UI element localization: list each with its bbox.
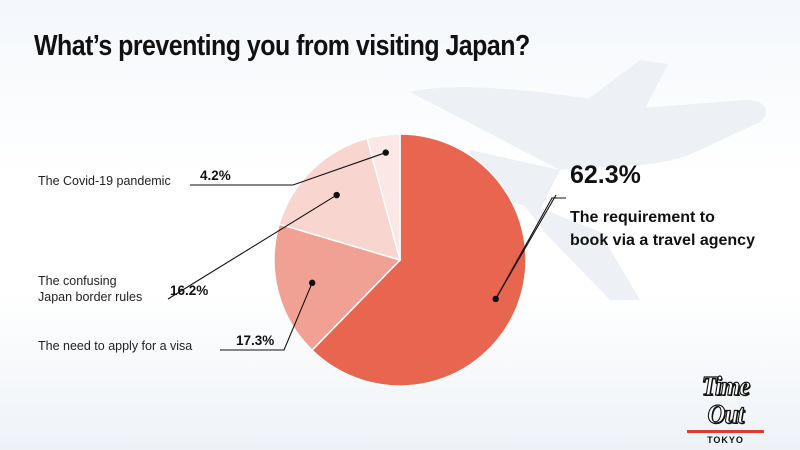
logo-text: Time Out <box>701 371 751 429</box>
category-label-1: The need to apply for a visa <box>38 339 192 353</box>
logo-subtext: TOKYO <box>707 435 744 445</box>
leader-line-2 <box>167 194 337 300</box>
category-label-0-line1: The requirement to <box>570 209 715 226</box>
chart-title: What’s preventing you from visiting Japa… <box>34 30 530 62</box>
pie-slice-0 <box>310 133 527 387</box>
pie-slice-2 <box>278 137 402 262</box>
leader-line-1 <box>220 282 313 351</box>
logo-rule <box>687 430 764 433</box>
leader-line-0 <box>495 197 566 300</box>
leader-line-3 <box>190 152 386 186</box>
pie-slice-1 <box>273 223 402 352</box>
value-label-1: 17.3% <box>236 333 274 348</box>
value-label-2: 16.2% <box>170 283 208 298</box>
value-label-3: 4.2% <box>200 168 231 183</box>
category-label-3: The Covid-19 pandemic <box>38 174 171 188</box>
category-label-0-line2: book via a travel agency <box>570 232 755 249</box>
pie-slice-3 <box>366 133 401 261</box>
category-label-2-line1: The confusing <box>38 274 117 288</box>
value-label-0: 62.3% <box>570 161 641 189</box>
timeout-tokyo-logo: Time Out TOKYO <box>683 371 768 445</box>
category-label-2-line2: Japan border rules <box>38 290 142 304</box>
